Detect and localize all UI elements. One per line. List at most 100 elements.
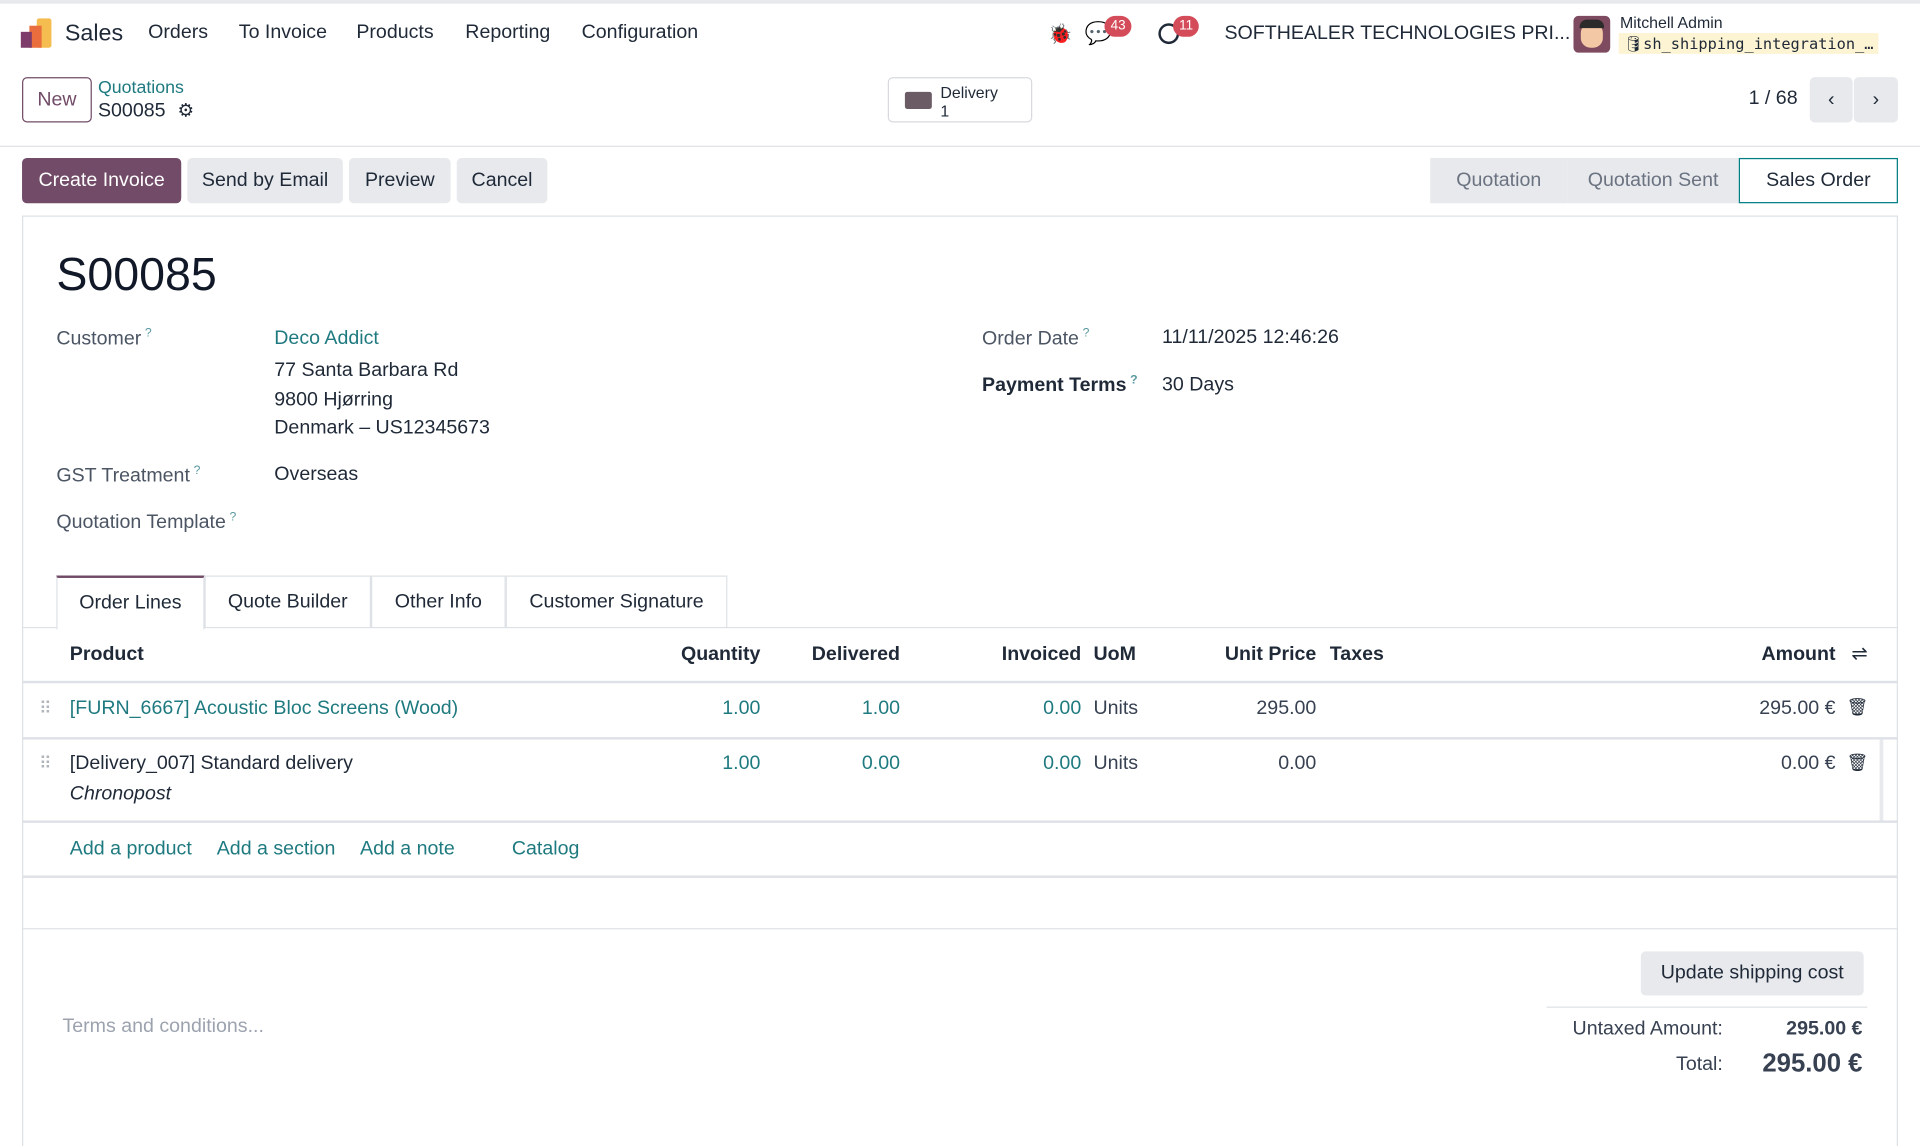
preview-button[interactable]: Preview: [348, 157, 451, 204]
divider: [22, 626, 1898, 629]
col-amount[interactable]: Amount: [1761, 644, 1836, 665]
tab-other-info[interactable]: Other Info: [371, 575, 506, 629]
invoiced-cell: 0.00: [1043, 697, 1082, 719]
menu-products[interactable]: Products: [356, 22, 434, 43]
drag-handle-icon[interactable]: ⠿: [39, 697, 52, 718]
invoiced-cell: 0.00: [1043, 753, 1082, 774]
product-cell[interactable]: [FURN_6667] Acoustic Bloc Screens (Wood): [69, 697, 459, 719]
send-by-email-button[interactable]: Send by Email: [187, 157, 343, 204]
untaxed-amount: 295.00 €: [1786, 1018, 1863, 1040]
create-invoice-button[interactable]: Create Invoice: [22, 157, 182, 204]
payment-terms-value[interactable]: 30 Days: [1162, 374, 1234, 396]
divider: [22, 928, 1898, 930]
divider: [0, 145, 1920, 147]
line-description: Chronopost: [69, 783, 172, 805]
uom-cell[interactable]: Units: [1093, 753, 1139, 774]
debug-bug-icon[interactable]: 🐞: [1048, 24, 1073, 46]
chevron-left-icon: ‹: [1827, 88, 1835, 110]
amount-cell: 0.00 €: [1781, 753, 1836, 774]
total-amount: 295.00 €: [1762, 1049, 1863, 1078]
untaxed-label: Untaxed Amount:: [1572, 1018, 1723, 1040]
trash-icon[interactable]: 🗑: [1846, 751, 1869, 772]
top-border: [0, 0, 1920, 4]
delivered-cell[interactable]: 1.00: [861, 697, 901, 719]
gst-value[interactable]: Overseas: [274, 464, 359, 485]
col-invoiced[interactable]: Invoiced: [1001, 644, 1082, 665]
menu-reporting[interactable]: Reporting: [465, 22, 551, 43]
tab-order-lines[interactable]: Order Lines: [56, 575, 205, 630]
database-name: 🛢sh_shipping_integration_…: [1618, 33, 1879, 54]
gear-icon[interactable]: ⚙: [177, 100, 195, 122]
total-label: Total:: [1676, 1054, 1723, 1076]
add-product-link[interactable]: Add a product: [69, 838, 192, 860]
app-name[interactable]: Sales: [64, 20, 124, 47]
customer-label: Customer?: [56, 326, 152, 350]
column-settings-icon[interactable]: ⇌: [1851, 644, 1868, 665]
form-sheet: [22, 215, 1898, 1146]
order-date-label: Order Date?: [982, 326, 1090, 350]
amount-cell: 295.00 €: [1759, 697, 1836, 719]
pager-next-button[interactable]: ›: [1853, 77, 1898, 123]
stage-quotation[interactable]: Quotation: [1430, 157, 1568, 204]
gst-label: GST Treatment?: [56, 464, 201, 487]
menu-orders[interactable]: Orders: [148, 22, 209, 43]
delivery-smart-button[interactable]: Delivery 1: [887, 77, 1033, 123]
company-switcher[interactable]: SOFTHEALER TECHNOLOGIES PRI...: [1224, 23, 1571, 45]
divider: [22, 820, 1898, 823]
quotation-template-label: Quotation Template?: [56, 510, 237, 534]
pager-value[interactable]: 1 / 68: [1748, 88, 1798, 109]
menu-configuration[interactable]: Configuration: [581, 22, 699, 43]
breadcrumb-quotations[interactable]: Quotations: [97, 78, 184, 98]
table-row[interactable]: ⠿ [Delivery_007] Standard delivery Chron…: [22, 739, 1884, 822]
chevron-right-icon: ›: [1872, 88, 1880, 110]
quotation-template-field[interactable]: [274, 502, 911, 539]
order-title: S00085: [56, 249, 217, 302]
divider: [1546, 1006, 1868, 1008]
tab-customer-signature[interactable]: Customer Signature: [505, 575, 728, 629]
menu-to-invoice[interactable]: To Invoice: [238, 22, 327, 43]
delivered-cell[interactable]: 0.00: [861, 753, 901, 774]
tab-quote-builder[interactable]: Quote Builder: [204, 575, 372, 629]
divider: [22, 680, 1898, 684]
col-taxes[interactable]: Taxes: [1329, 644, 1384, 665]
quantity-cell[interactable]: 1.00: [722, 753, 761, 774]
product-cell[interactable]: [Delivery_007] Standard delivery: [69, 753, 353, 774]
catalog-link[interactable]: Catalog: [511, 838, 580, 860]
update-shipping-cost-button[interactable]: Update shipping cost: [1640, 951, 1864, 996]
unit-price-cell[interactable]: 295.00: [1256, 697, 1317, 719]
user-avatar[interactable]: [1573, 15, 1611, 53]
sales-app-icon[interactable]: [20, 18, 53, 48]
cancel-button[interactable]: Cancel: [456, 157, 548, 204]
trash-icon[interactable]: 🗑: [1846, 696, 1869, 717]
address-line: 77 Santa Barbara Rd: [274, 360, 459, 381]
customer-link[interactable]: Deco Addict: [274, 328, 379, 349]
table-row[interactable]: ⠿ [FURN_6667] Acoustic Bloc Screens (Woo…: [22, 683, 1898, 738]
truck-icon: [904, 91, 932, 109]
col-uom[interactable]: UoM: [1093, 644, 1136, 665]
uom-cell[interactable]: Units: [1093, 697, 1139, 719]
database-icon: 🛢: [1623, 34, 1644, 53]
order-date-value[interactable]: 11/11/2025 12:46:26: [1162, 326, 1339, 348]
add-section-link[interactable]: Add a section: [216, 838, 336, 860]
stage-quotation-sent[interactable]: Quotation Sent: [1567, 157, 1739, 204]
payment-terms-label: Payment Terms?: [982, 373, 1138, 396]
drag-handle-icon[interactable]: ⠿: [39, 753, 52, 773]
address-line: Denmark – US12345673: [274, 417, 490, 439]
col-unit-price[interactable]: Unit Price: [1224, 644, 1317, 665]
divider: [22, 737, 1898, 740]
stage-sales-order[interactable]: Sales Order: [1738, 157, 1898, 204]
col-quantity[interactable]: Quantity: [680, 644, 761, 665]
terms-input[interactable]: Terms and conditions...: [62, 1016, 264, 1038]
divider: [22, 875, 1898, 878]
breadcrumb-current: S00085: [97, 100, 166, 122]
add-note-link[interactable]: Add a note: [360, 838, 455, 860]
new-button[interactable]: New: [22, 77, 92, 123]
col-product[interactable]: Product: [69, 644, 144, 665]
quantity-cell[interactable]: 1.00: [722, 697, 761, 719]
pager-previous-button[interactable]: ‹: [1809, 77, 1853, 123]
address-line: 9800 Hjørring: [274, 389, 393, 411]
messages-badge: 43: [1104, 15, 1132, 37]
col-delivered[interactable]: Delivered: [811, 644, 901, 665]
user-name[interactable]: Mitchell Admin: [1620, 13, 1723, 32]
unit-price-cell[interactable]: 0.00: [1278, 753, 1317, 774]
